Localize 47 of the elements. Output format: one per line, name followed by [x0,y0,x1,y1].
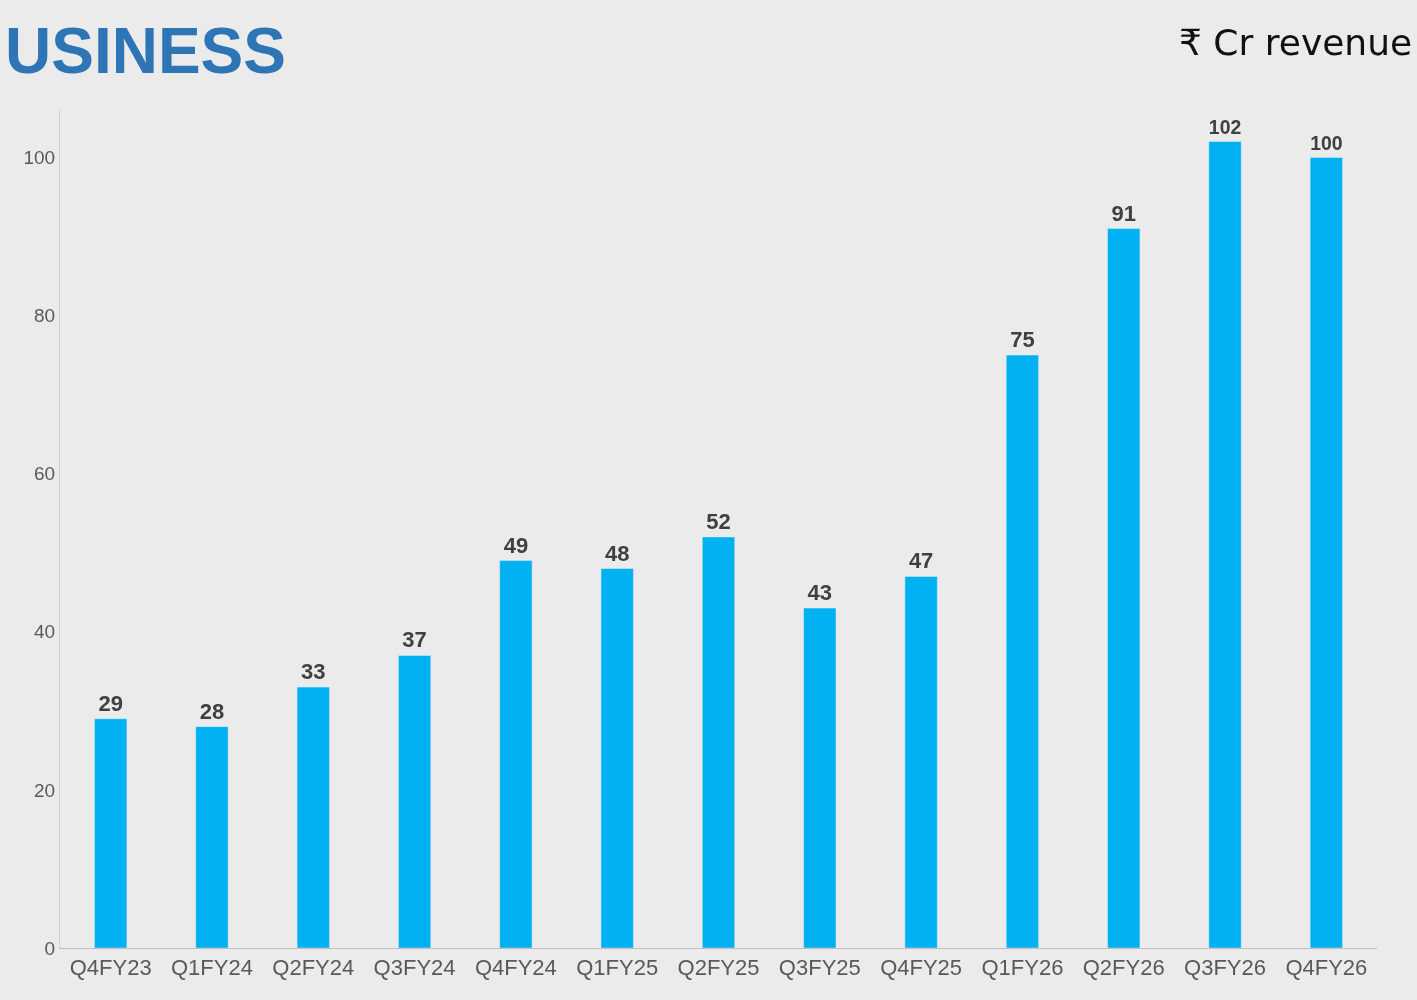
data-label: 43 [807,580,833,606]
chart-subtitle: ₹ Cr revenue [1179,22,1413,63]
bar [904,576,938,948]
bar [1309,157,1343,948]
data-label: 37 [402,627,427,653]
data-label: 91 [1111,200,1136,226]
chart-title: USINESS [5,15,286,87]
bar [94,718,128,948]
x-tick-label: Q3FY26 [1184,955,1267,981]
data-label: 29 [98,690,123,716]
x-tick-label: Q1FY26 [981,955,1064,981]
bar [702,536,735,948]
data-label: 49 [503,532,529,558]
x-tick-label: Q3FY25 [778,955,861,981]
bar [195,726,229,948]
data-label: 47 [908,548,934,574]
x-tick-label: Q4FY23 [69,955,152,981]
data-label: 28 [199,698,225,724]
bar [1107,228,1141,948]
data-label: 100 [1310,132,1343,155]
bar [296,686,330,948]
data-label: 52 [706,508,731,534]
y-tick-label: 80 [34,305,56,327]
bar [499,560,533,948]
x-tick-label: Q4FY24 [474,955,557,981]
bar [1208,141,1242,948]
y-tick-label: 40 [34,621,56,643]
bar [803,607,837,948]
bar [1005,354,1039,948]
x-tick-label: Q4FY26 [1285,955,1368,981]
x-tick-label: Q2FY26 [1082,955,1165,981]
x-tick-label: Q3FY24 [373,955,456,981]
y-tick-label: 0 [44,937,56,959]
data-label: 102 [1208,116,1242,139]
data-label: 75 [1010,327,1035,353]
bar [600,568,634,948]
data-label: 48 [604,540,630,566]
data-label: 33 [301,659,326,685]
x-tick-label: Q1FY25 [576,955,659,981]
x-tick-label: Q4FY25 [880,955,963,981]
y-tick-label: 100 [23,147,56,169]
y-tick-label: 60 [34,463,56,485]
x-tick-label: Q2FY25 [677,955,760,981]
bar [398,655,432,948]
x-tick-label: Q1FY24 [170,955,253,981]
x-tick-label: Q2FY24 [272,955,355,981]
y-tick-label: 20 [34,779,56,801]
